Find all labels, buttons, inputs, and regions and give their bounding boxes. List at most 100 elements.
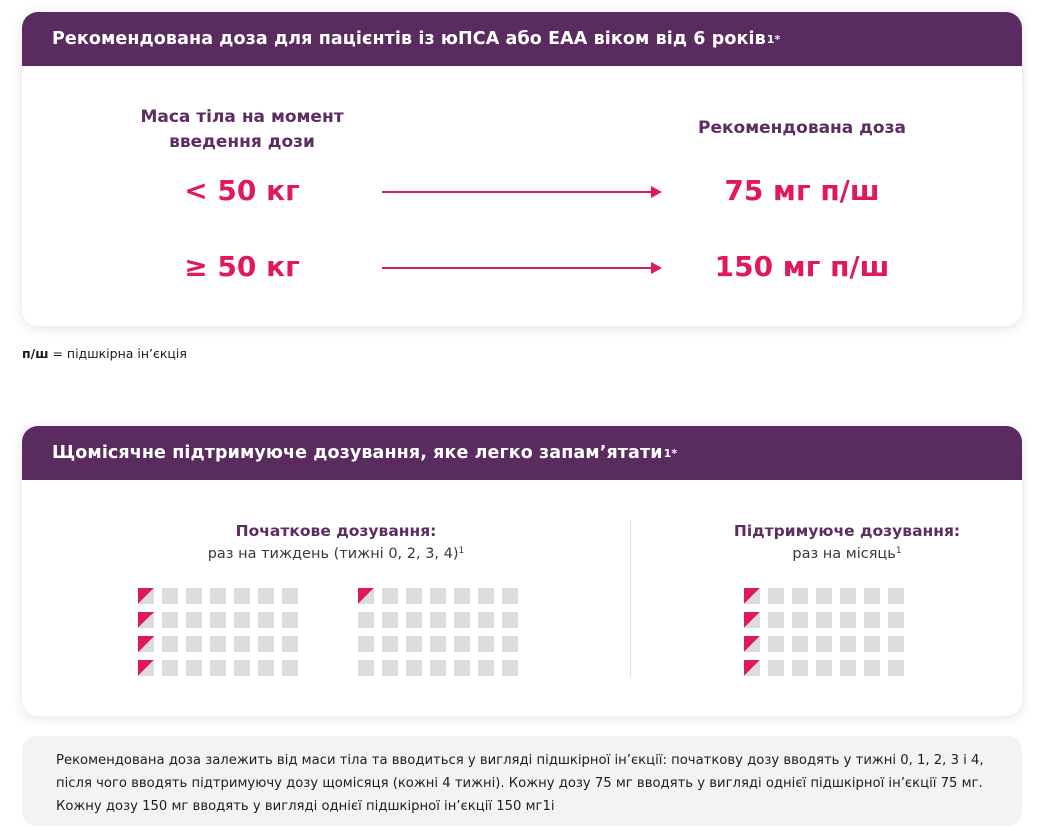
dose-day-cell: [744, 660, 760, 676]
calendar-day-cell: [792, 612, 808, 628]
calendar-day-cell: [282, 660, 298, 676]
maintenance-dosing-subtitle: раз на місяць1: [702, 546, 992, 562]
calendar-day-cell: [186, 636, 202, 652]
calendar-day-cell: [478, 660, 494, 676]
calendar-day-cell: [162, 612, 178, 628]
arrow-right-icon: [382, 262, 662, 274]
weight-value-row-2: ≥ 50 кг: [184, 250, 300, 283]
dose-day-cell: [744, 636, 760, 652]
calendar-day-cell: [210, 612, 226, 628]
maintenance-dosing-subtitle-sup: 1: [895, 546, 902, 556]
arrow-right-icon: [382, 186, 662, 198]
schedule-card-title-sup: 1*: [663, 446, 678, 460]
calendar-day-cell: [864, 636, 880, 652]
schedule-card-title: Щомісячне підтримуюче дозування, яке лег…: [52, 443, 663, 463]
initial-dosing-subtitle: раз на тиждень (тижні 0, 2, 3, 4)1: [136, 546, 536, 562]
initial-dosing-title: Початкове дозування:: [235, 522, 437, 540]
calendar-maintenance-month: [744, 588, 904, 676]
calendar-day-cell: [888, 636, 904, 652]
calendar-day-cell: [382, 660, 398, 676]
calendar-day-cell: [430, 636, 446, 652]
calendar-day-cell: [234, 636, 250, 652]
abbreviation-definition: = підшкірна ін’єкція: [48, 346, 187, 361]
abbreviation-term: п/ш: [22, 346, 49, 361]
calendar-day-cell: [454, 588, 470, 604]
calendar-day-cell: [162, 588, 178, 604]
calendar-day-cell: [234, 612, 250, 628]
calendar-day-cell: [502, 636, 518, 652]
calendar-day-cell: [282, 588, 298, 604]
abbreviation-note: п/ш = підшкірна ін’єкція: [22, 346, 187, 361]
calendar-initial-month-2: [358, 588, 518, 676]
calendar-day-cell: [186, 660, 202, 676]
calendar-day-cell: [406, 588, 422, 604]
dose-day-cell: [744, 612, 760, 628]
calendar-day-cell: [768, 588, 784, 604]
calendar-day-cell: [888, 612, 904, 628]
calendar-day-cell: [768, 660, 784, 676]
dose-day-cell: [138, 660, 154, 676]
calendar-day-cell: [258, 660, 274, 676]
calendar-day-cell: [454, 636, 470, 652]
initial-dosing-subtitle-sup: 1: [458, 546, 465, 556]
calendar-day-cell: [282, 636, 298, 652]
dose-card-title-sup: 1*: [766, 32, 781, 46]
dose-day-cell: [138, 612, 154, 628]
calendar-day-cell: [430, 588, 446, 604]
schedule-card-header: Щомісячне підтримуюче дозування, яке лег…: [22, 426, 1022, 480]
calendar-day-cell: [478, 636, 494, 652]
dose-day-cell: [358, 588, 374, 604]
calendar-day-cell: [210, 636, 226, 652]
calendar-day-cell: [210, 588, 226, 604]
calendar-day-cell: [162, 660, 178, 676]
calendar-day-cell: [454, 660, 470, 676]
dose-day-cell: [744, 588, 760, 604]
calendar-day-cell: [840, 612, 856, 628]
calendar-day-cell: [406, 612, 422, 628]
calendar-day-cell: [840, 660, 856, 676]
calendar-day-cell: [186, 588, 202, 604]
calendar-day-cell: [358, 612, 374, 628]
calendar-day-cell: [210, 660, 226, 676]
calendar-day-cell: [258, 588, 274, 604]
calendar-day-cell: [430, 612, 446, 628]
calendar-day-cell: [864, 588, 880, 604]
calendar-day-cell: [406, 636, 422, 652]
calendar-day-cell: [792, 636, 808, 652]
column-divider: [630, 520, 631, 678]
calendar-day-cell: [358, 636, 374, 652]
calendar-day-cell: [816, 660, 832, 676]
schedule-card: Щомісячне підтримуюче дозування, яке лег…: [22, 426, 1022, 716]
maintenance-dosing-subtitle-text: раз на місяць: [792, 546, 896, 562]
calendar-day-cell: [840, 588, 856, 604]
dose-card: Рекомендована доза для пацієнтів із юПСА…: [22, 12, 1022, 326]
calendar-day-cell: [864, 612, 880, 628]
calendar-day-cell: [840, 636, 856, 652]
calendar-day-cell: [502, 660, 518, 676]
calendar-day-cell: [430, 660, 446, 676]
calendar-day-cell: [234, 660, 250, 676]
calendar-initial-month-1: [138, 588, 298, 676]
calendar-day-cell: [234, 588, 250, 604]
dose-card-title: Рекомендована доза для пацієнтів із юПСА…: [52, 29, 766, 49]
calendar-day-cell: [768, 636, 784, 652]
calendar-day-cell: [382, 588, 398, 604]
calendar-day-cell: [382, 612, 398, 628]
calendar-day-cell: [792, 660, 808, 676]
calendar-day-cell: [358, 660, 374, 676]
dose-day-cell: [138, 588, 154, 604]
calendar-day-cell: [502, 588, 518, 604]
calendar-day-cell: [478, 588, 494, 604]
dose-value-row-1: 75 мг п/ш: [724, 174, 880, 207]
calendar-day-cell: [816, 612, 832, 628]
dose-card-header: Рекомендована доза для пацієнтів із юПСА…: [22, 12, 1022, 66]
dose-day-cell: [138, 636, 154, 652]
calendar-day-cell: [186, 612, 202, 628]
maintenance-dosing-title: Підтримуюче дозування:: [733, 522, 961, 540]
calendar-day-cell: [816, 636, 832, 652]
calendar-day-cell: [258, 636, 274, 652]
calendar-day-cell: [864, 660, 880, 676]
calendar-day-cell: [454, 612, 470, 628]
calendar-day-cell: [282, 612, 298, 628]
calendar-day-cell: [162, 636, 178, 652]
